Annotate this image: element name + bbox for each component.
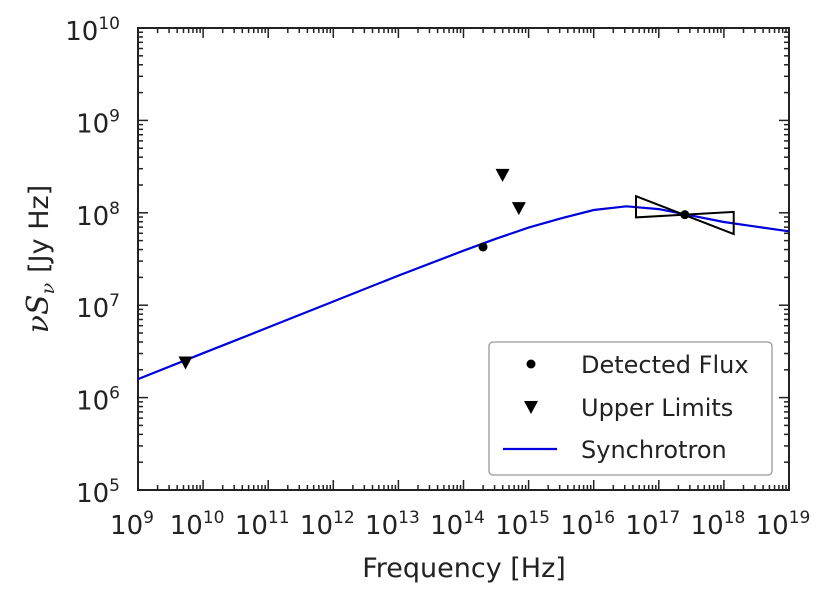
svg-text:νSν[Jy Hz]: νSν [Jy Hz] xyxy=(21,185,59,333)
x-tick-label: 1014 xyxy=(430,508,485,541)
legend-box xyxy=(488,341,773,476)
xray-bowtie xyxy=(635,194,735,236)
axis-ticks xyxy=(137,27,790,491)
legend-detected-marker xyxy=(526,359,536,369)
x-tick-label: 1012 xyxy=(300,508,355,541)
y-tick-label: 109 xyxy=(76,106,120,139)
y-tick-labels: 105 106 107 108 109 1010 xyxy=(65,14,120,509)
detected-flux-point xyxy=(680,210,690,220)
legend-synchrotron-label: Synchrotron xyxy=(581,436,727,464)
y-tick-label: 1010 xyxy=(65,14,120,47)
legend-upper-marker xyxy=(524,401,538,414)
x-tick-label: 1017 xyxy=(625,508,680,541)
legend-upper-label: Upper Limits xyxy=(581,394,733,422)
x-tick-label: 1016 xyxy=(560,508,615,541)
x-tick-label: 1013 xyxy=(365,508,420,541)
y-axis-title: νSν [Jy Hz] xyxy=(21,185,59,333)
y-tick-label: 107 xyxy=(76,291,120,324)
upper-limit-point xyxy=(178,356,193,370)
y-tick-label: 106 xyxy=(76,384,120,417)
x-tick-label: 1010 xyxy=(170,508,225,541)
x-tick-label: 1019 xyxy=(756,508,811,541)
y-axis-title-units: [Jy Hz] xyxy=(24,185,55,273)
x-tick-label: 1011 xyxy=(235,508,290,541)
data-points xyxy=(178,168,690,370)
y-tick-label: 108 xyxy=(76,199,120,232)
legend-detected-label: Detected Flux xyxy=(581,351,749,379)
x-tick-label: 1018 xyxy=(691,508,746,541)
legend: Detected Flux Upper Limits Synchrotron xyxy=(488,341,773,476)
x-tick-labels: 109 1010 1011 1012 1013 1014 1015 1016 1017 1018 1… xyxy=(110,508,810,541)
upper-limit-point xyxy=(511,202,526,216)
y-tick-label: 105 xyxy=(76,476,120,509)
x-tick-label: 109 xyxy=(110,508,154,541)
upper-limit-point xyxy=(495,168,510,182)
y-axis-title-symbol: νS xyxy=(21,294,56,333)
synchrotron-curve xyxy=(137,205,790,381)
detected-flux-point xyxy=(478,242,488,252)
y-axis-title-subscript: ν xyxy=(37,282,59,294)
x-tick-label: 1015 xyxy=(495,508,550,541)
x-axis-title: Frequency [Hz] xyxy=(362,553,566,584)
